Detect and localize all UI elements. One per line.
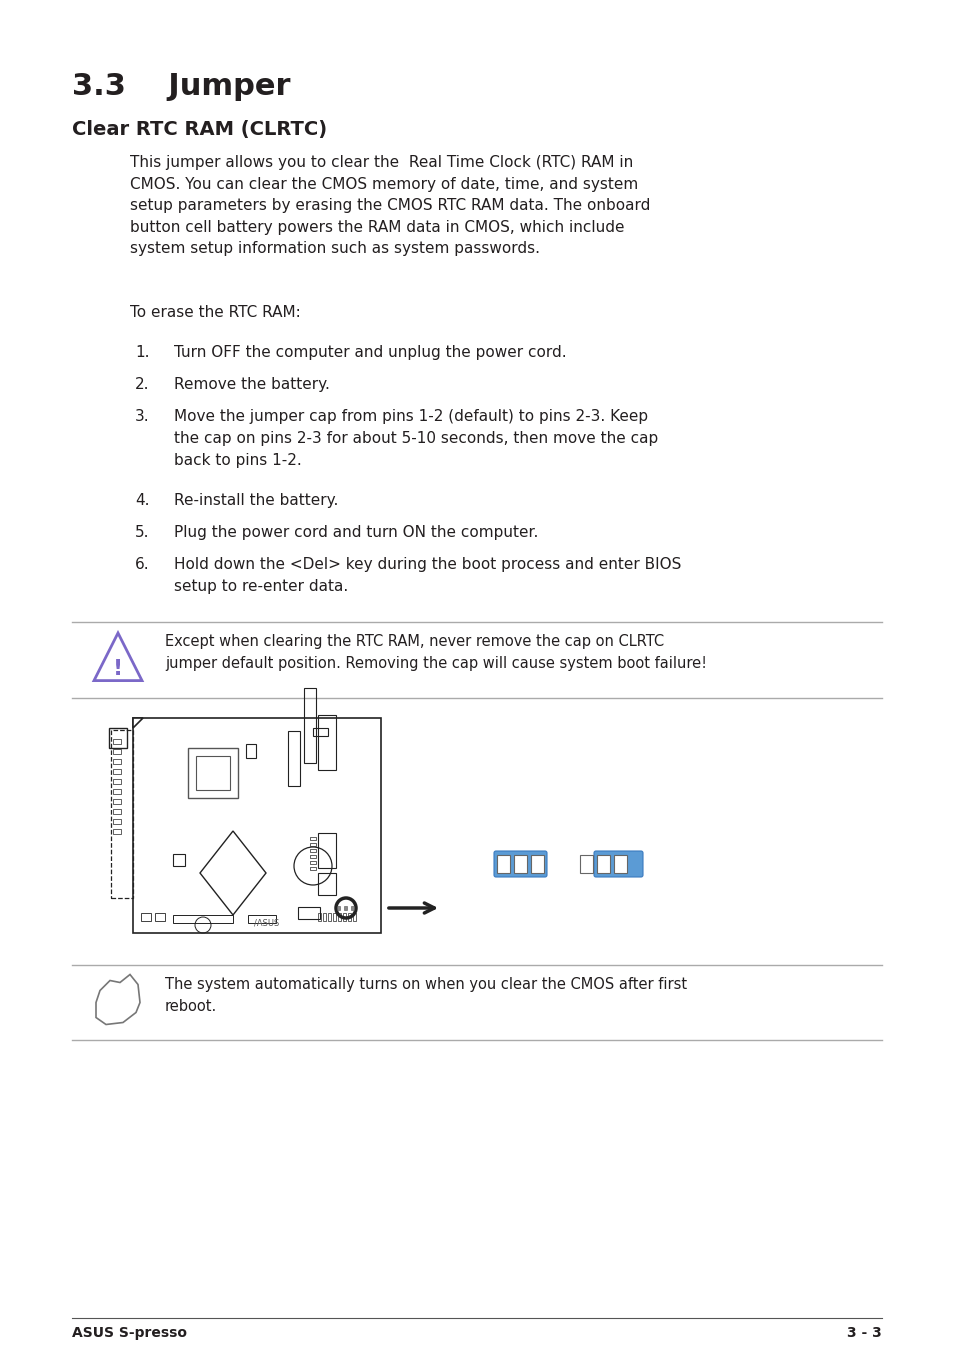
Bar (188, 748, 237, 798)
Bar (310, 838, 315, 840)
Text: 2.: 2. (135, 377, 150, 392)
Text: Remove the battery.: Remove the battery. (173, 377, 330, 392)
Bar (112, 748, 121, 754)
Bar (333, 913, 335, 921)
Bar (310, 867, 315, 870)
Bar (310, 848, 315, 852)
Text: Clear RTC RAM (CLRTC): Clear RTC RAM (CLRTC) (71, 120, 327, 139)
Text: To erase the RTC RAM:: To erase the RTC RAM: (130, 305, 300, 320)
Text: This jumper allows you to clear the  Real Time Clock (RTC) RAM in
CMOS. You can : This jumper allows you to clear the Real… (130, 155, 650, 257)
Bar (317, 913, 320, 921)
Bar (337, 907, 340, 911)
Bar (172, 915, 233, 923)
Bar (195, 757, 230, 790)
Bar (310, 855, 315, 858)
Bar (323, 913, 326, 921)
Bar (246, 744, 255, 758)
Bar (310, 861, 315, 865)
Bar (112, 819, 121, 824)
Bar (317, 834, 335, 867)
Text: back to pins 1-2.: back to pins 1-2. (173, 453, 301, 467)
Text: setup to re-enter data.: setup to re-enter data. (173, 580, 348, 594)
Text: the cap on pins 2-3 for about 5-10 seconds, then move the cap: the cap on pins 2-3 for about 5-10 secon… (173, 431, 658, 446)
Bar (112, 759, 121, 765)
Bar (313, 728, 328, 736)
Text: Hold down the <Del> key during the boot process and enter BIOS: Hold down the <Del> key during the boot … (173, 557, 680, 571)
Bar (112, 798, 121, 804)
Text: 6.: 6. (135, 557, 150, 571)
Bar (111, 730, 132, 898)
Bar (351, 907, 355, 911)
Bar (328, 913, 331, 921)
Text: /ASUS: /ASUS (254, 919, 279, 928)
Bar (614, 855, 626, 873)
Bar (288, 731, 299, 786)
Text: Move the jumper cap from pins 1-2 (default) to pins 2-3. Keep: Move the jumper cap from pins 1-2 (defau… (173, 409, 647, 424)
Bar (112, 809, 121, 815)
Bar (154, 913, 165, 921)
Bar (597, 855, 609, 873)
Text: Plug the power cord and turn ON the computer.: Plug the power cord and turn ON the comp… (173, 526, 537, 540)
Bar (304, 688, 315, 763)
Text: ASUS S-presso: ASUS S-presso (71, 1325, 187, 1340)
Text: Turn OFF the computer and unplug the power cord.: Turn OFF the computer and unplug the pow… (173, 345, 566, 359)
Bar (248, 915, 275, 923)
Text: Re-install the battery.: Re-install the battery. (173, 493, 338, 508)
Bar (343, 913, 346, 921)
Bar (310, 843, 315, 846)
Bar (514, 855, 526, 873)
Text: 5.: 5. (135, 526, 150, 540)
Bar (353, 913, 355, 921)
Bar (497, 855, 510, 873)
Bar (112, 830, 121, 834)
Bar (172, 854, 185, 866)
FancyBboxPatch shape (494, 851, 546, 877)
Bar (112, 769, 121, 774)
Bar (297, 907, 319, 919)
Bar (112, 780, 121, 784)
Text: 3.: 3. (135, 409, 150, 424)
Text: 3.3    Jumper: 3.3 Jumper (71, 72, 291, 101)
Bar (317, 715, 335, 770)
Text: Except when clearing the RTC RAM, never remove the cap on CLRTC
jumper default p: Except when clearing the RTC RAM, never … (165, 634, 706, 670)
Bar (112, 739, 121, 744)
Bar (344, 907, 347, 911)
Bar (579, 855, 593, 873)
Text: 1.: 1. (135, 345, 150, 359)
Text: 3 - 3: 3 - 3 (846, 1325, 882, 1340)
Bar (132, 717, 380, 934)
FancyBboxPatch shape (594, 851, 642, 877)
Polygon shape (132, 717, 143, 728)
Text: !: ! (112, 659, 123, 680)
Bar (337, 913, 340, 921)
Bar (348, 913, 351, 921)
Bar (141, 913, 151, 921)
Text: The system automatically turns on when you clear the CMOS after first
reboot.: The system automatically turns on when y… (165, 977, 686, 1013)
Text: 4.: 4. (135, 493, 150, 508)
Bar (112, 789, 121, 794)
Bar (531, 855, 543, 873)
Bar (317, 873, 335, 894)
Bar (109, 728, 127, 748)
